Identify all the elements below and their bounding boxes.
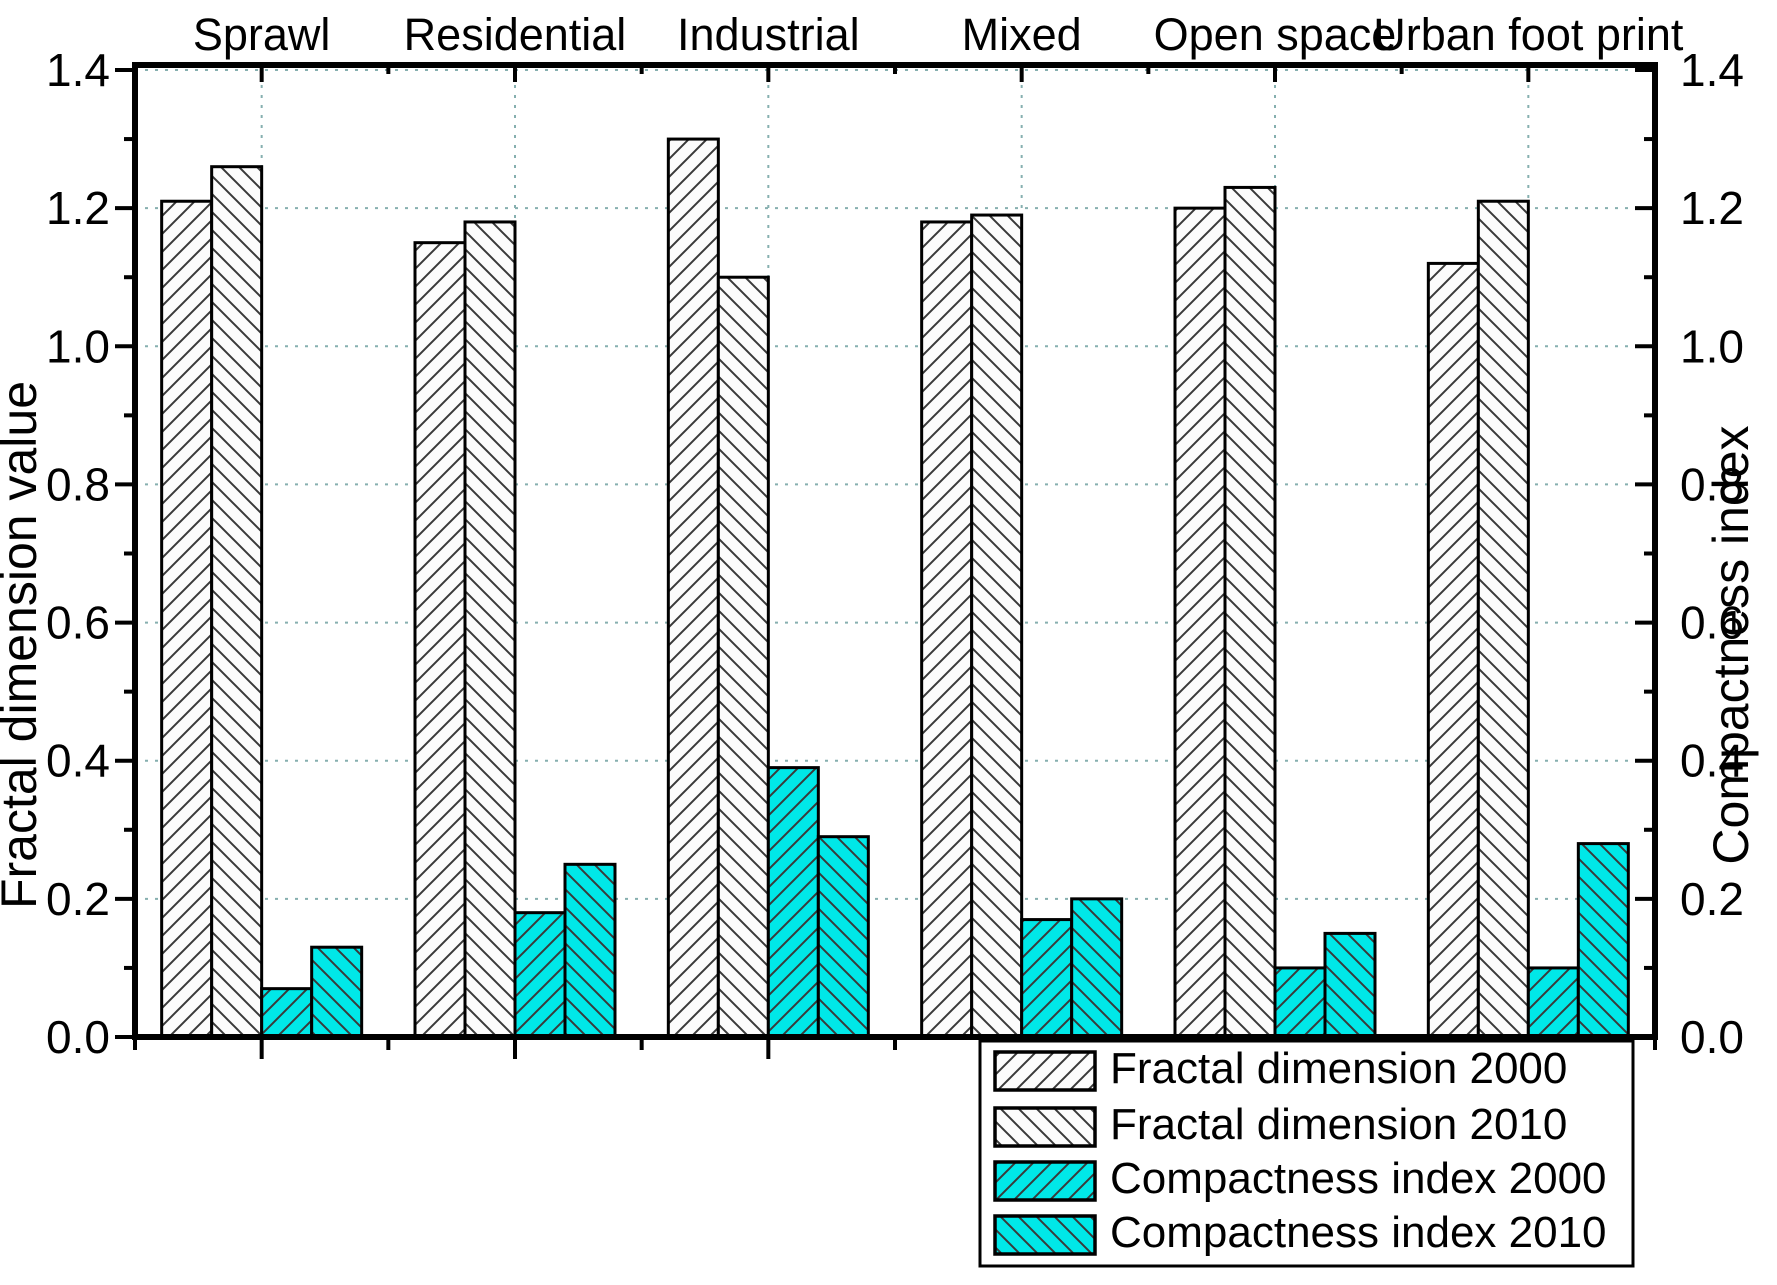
y-tick-label-right: 0.6 xyxy=(1680,597,1744,649)
bar-residential-fractal-dimension-2010 xyxy=(463,220,517,1039)
bar-residential-compactness-index-2010 xyxy=(563,862,617,1039)
category-label-mixed: Mixed xyxy=(962,9,1082,60)
bar-hatch xyxy=(666,137,720,1039)
y-tick-label-right: 0.2 xyxy=(1680,873,1744,925)
bar-residential-fractal-dimension-2000 xyxy=(413,241,467,1039)
bar-hatch xyxy=(1223,185,1277,1039)
bar-hatch xyxy=(1273,966,1327,1039)
y-tick-label-left: 1.0 xyxy=(46,320,110,372)
bar-hatch xyxy=(160,199,214,1039)
bar-industrial-fractal-dimension-2010 xyxy=(716,275,770,1039)
y-tick-label-right: 0.4 xyxy=(1680,735,1744,787)
bar-hatch xyxy=(816,835,870,1039)
bar-industrial-compactness-index-2000 xyxy=(766,766,820,1039)
bar-residential-compactness-index-2000 xyxy=(513,911,567,1039)
bar-mixed-fractal-dimension-2000 xyxy=(920,220,974,1039)
bar-open-space-fractal-dimension-2010 xyxy=(1223,185,1277,1039)
bar-sprawl-compactness-index-2010 xyxy=(310,945,364,1039)
y-tick-label-left: 1.2 xyxy=(46,182,110,234)
bar-urban-foot-print-fractal-dimension-2000 xyxy=(1426,261,1480,1039)
bars-layer xyxy=(160,137,1630,1039)
axes-layer xyxy=(115,62,1658,1059)
legend-item-fractal-dimension-2000: Fractal dimension 2000 xyxy=(993,1044,1567,1093)
y-tick-label-right: 0.8 xyxy=(1680,458,1744,510)
bar-urban-foot-print-compactness-index-2010 xyxy=(1576,842,1630,1039)
category-label-residential: Residential xyxy=(404,9,627,60)
bar-industrial-compactness-index-2010 xyxy=(816,835,870,1039)
category-label-open-space: Open space xyxy=(1154,9,1397,60)
bar-hatch xyxy=(513,911,567,1039)
y-tick-label-right: 1.0 xyxy=(1680,320,1744,372)
legend-swatch-hatch xyxy=(993,1050,1097,1092)
legend-label: Compactness index 2000 xyxy=(1110,1154,1607,1203)
category-label-urban-foot-print: Urban foot print xyxy=(1373,9,1684,60)
legend-item-compactness-index-2000: Compactness index 2000 xyxy=(993,1154,1607,1203)
y-tick-label-left: 1.4 xyxy=(46,44,110,96)
y-tick-label-right: 0.0 xyxy=(1680,1011,1744,1063)
left-axis-title: Fractal dimension value xyxy=(0,381,47,909)
bar-hatch xyxy=(716,275,770,1039)
bar-industrial-fractal-dimension-2000 xyxy=(666,137,720,1039)
bar-hatch xyxy=(260,987,314,1039)
bar-sprawl-fractal-dimension-2010 xyxy=(210,165,264,1039)
legend-swatch-hatch xyxy=(993,1160,1097,1202)
right-axis-title: Compactness index xyxy=(1703,425,1759,864)
labels-layer: 0.0 0.2 0.4 0.6 0.8 1.0 1.2 1.4 0.0 0.2 0.4 0.6 0.8 1… xyxy=(46,9,1744,1063)
y-tick-label-left: 0.6 xyxy=(46,597,110,649)
y-tick-label-right: 1.2 xyxy=(1680,182,1744,234)
bar-open-space-compactness-index-2000 xyxy=(1273,966,1327,1039)
bar-sprawl-fractal-dimension-2000 xyxy=(160,199,214,1039)
legend-item-fractal-dimension-2010: Fractal dimension 2010 xyxy=(993,1100,1567,1149)
bar-hatch xyxy=(1426,261,1480,1039)
bar-hatch xyxy=(1020,918,1074,1039)
y-tick-label-left: 0.4 xyxy=(46,735,110,787)
bar-hatch xyxy=(1070,897,1124,1039)
bar-hatch xyxy=(563,862,617,1039)
bar-urban-foot-print-compactness-index-2000 xyxy=(1526,966,1580,1039)
legend-item-compactness-index-2010: Compactness index 2010 xyxy=(993,1208,1607,1257)
y-tick-label-left: 0.8 xyxy=(46,458,110,510)
bar-hatch xyxy=(310,945,364,1039)
bar-hatch xyxy=(920,220,974,1039)
bar-hatch xyxy=(1576,842,1630,1039)
bar-hatch xyxy=(463,220,517,1039)
bar-hatch xyxy=(1323,931,1377,1039)
legend-swatch-hatch xyxy=(993,1214,1097,1256)
bar-hatch xyxy=(1526,966,1580,1039)
legend: Fractal dimension 2000 Fractal dimension … xyxy=(978,1039,1635,1268)
bar-mixed-fractal-dimension-2010 xyxy=(970,213,1024,1039)
legend-label: Compactness index 2010 xyxy=(1110,1208,1607,1257)
bar-hatch xyxy=(766,766,820,1039)
category-label-industrial: Industrial xyxy=(677,9,860,60)
bar-open-space-fractal-dimension-2000 xyxy=(1173,206,1227,1039)
y-tick-label-left: 0.2 xyxy=(46,873,110,925)
bar-hatch xyxy=(1476,199,1530,1039)
legend-swatch-hatch xyxy=(993,1106,1097,1148)
bar-hatch xyxy=(413,241,467,1039)
bar-sprawl-compactness-index-2000 xyxy=(260,987,314,1039)
bar-hatch xyxy=(210,165,264,1039)
legend-label: Fractal dimension 2000 xyxy=(1110,1044,1567,1093)
bar-urban-foot-print-fractal-dimension-2010 xyxy=(1476,199,1530,1039)
legend-label: Fractal dimension 2010 xyxy=(1110,1100,1567,1149)
y-tick-label-left: 0.0 xyxy=(46,1011,110,1063)
y-tick-label-right: 1.4 xyxy=(1680,44,1744,96)
bar-mixed-compactness-index-2000 xyxy=(1020,918,1074,1039)
category-label-sprawl: Sprawl xyxy=(193,9,331,60)
bar-open-space-compactness-index-2010 xyxy=(1323,931,1377,1039)
bar-hatch xyxy=(970,213,1024,1039)
bar-hatch xyxy=(1173,206,1227,1039)
bar-mixed-compactness-index-2010 xyxy=(1070,897,1124,1039)
